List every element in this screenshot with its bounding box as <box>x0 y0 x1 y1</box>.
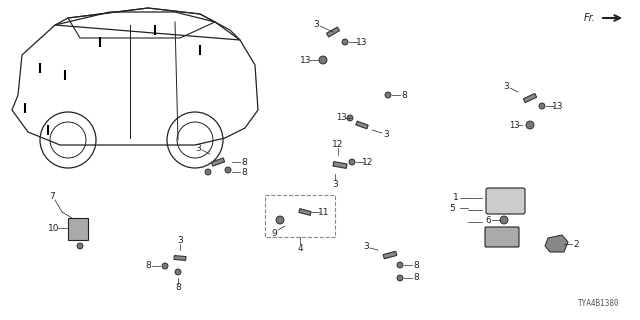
Circle shape <box>162 263 168 269</box>
Text: 1: 1 <box>453 193 459 202</box>
Text: 9: 9 <box>271 228 277 237</box>
Text: 5: 5 <box>449 204 455 212</box>
Text: 3: 3 <box>383 130 389 139</box>
FancyBboxPatch shape <box>486 188 525 214</box>
Bar <box>174 256 186 260</box>
Circle shape <box>397 262 403 268</box>
Text: 8: 8 <box>413 274 419 283</box>
Text: 11: 11 <box>318 207 330 217</box>
Bar <box>383 251 397 259</box>
Circle shape <box>77 243 83 249</box>
Circle shape <box>347 115 353 121</box>
Text: 6: 6 <box>485 215 491 225</box>
Bar <box>299 209 311 215</box>
Circle shape <box>385 92 391 98</box>
Text: 13: 13 <box>552 101 564 110</box>
Bar <box>524 93 536 103</box>
Bar <box>326 27 339 37</box>
Circle shape <box>175 269 181 275</box>
Text: 8: 8 <box>175 284 181 292</box>
Text: 7: 7 <box>49 191 55 201</box>
Text: 8: 8 <box>145 261 151 270</box>
Circle shape <box>276 216 284 224</box>
Circle shape <box>205 169 211 175</box>
Text: 12: 12 <box>362 157 374 166</box>
Text: Fr.: Fr. <box>584 13 596 23</box>
Circle shape <box>342 39 348 45</box>
Text: 10: 10 <box>48 223 60 233</box>
Text: 2: 2 <box>573 239 579 249</box>
Text: 3: 3 <box>363 242 369 251</box>
Text: 8: 8 <box>401 91 407 100</box>
Text: TYA4B1380: TYA4B1380 <box>579 299 620 308</box>
Bar <box>211 158 225 166</box>
Text: 3: 3 <box>195 143 201 153</box>
Text: 12: 12 <box>332 140 344 148</box>
FancyBboxPatch shape <box>485 227 519 247</box>
Circle shape <box>397 275 403 281</box>
Text: 3: 3 <box>313 20 319 28</box>
Circle shape <box>225 167 231 173</box>
Circle shape <box>319 56 327 64</box>
Bar <box>356 121 368 129</box>
Circle shape <box>349 159 355 165</box>
Text: 13: 13 <box>336 113 346 122</box>
Text: 13: 13 <box>509 121 519 130</box>
Text: 8: 8 <box>413 260 419 269</box>
Bar <box>68 218 88 240</box>
Text: 3: 3 <box>332 180 338 188</box>
Bar <box>333 162 347 168</box>
Polygon shape <box>545 235 568 252</box>
Text: 3: 3 <box>177 236 183 244</box>
Text: 13: 13 <box>356 37 368 46</box>
Text: 13: 13 <box>300 55 312 65</box>
Text: 8: 8 <box>241 167 247 177</box>
Text: 8: 8 <box>241 157 247 166</box>
Circle shape <box>500 216 508 224</box>
Circle shape <box>526 121 534 129</box>
Text: 4: 4 <box>297 244 303 252</box>
Text: 3: 3 <box>503 82 509 91</box>
Circle shape <box>539 103 545 109</box>
